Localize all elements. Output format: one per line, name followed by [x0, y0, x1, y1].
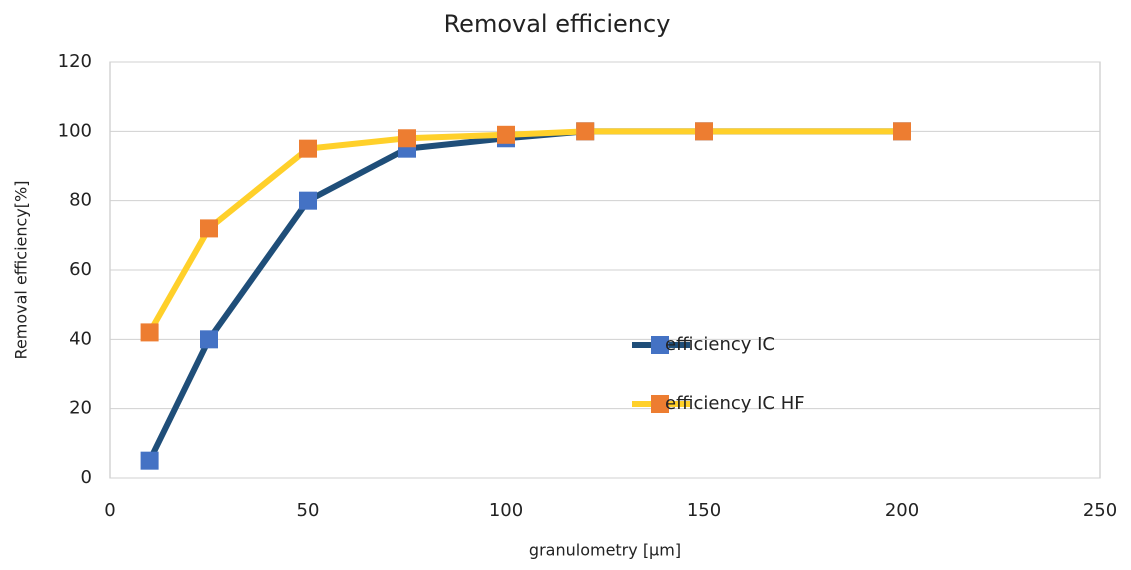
- y-tick-label: 40: [69, 328, 92, 349]
- legend-marker: [651, 336, 669, 354]
- marker: [140, 323, 159, 342]
- x-tick-label: 150: [687, 500, 721, 521]
- series-line: [146, 128, 902, 334]
- marker: [576, 122, 595, 141]
- marker: [299, 139, 317, 158]
- x-tick-label: 100: [489, 500, 523, 521]
- chart-title: Removal efficiency: [444, 10, 671, 38]
- marker: [140, 451, 159, 470]
- x-tick-label: 250: [1083, 500, 1117, 521]
- y-tick-label: 60: [69, 259, 92, 280]
- marker: [893, 122, 911, 141]
- y-tick-label: 20: [69, 398, 92, 419]
- marker: [497, 125, 515, 144]
- marker: [299, 191, 317, 210]
- marker: [200, 219, 218, 238]
- legend-marker: [651, 395, 669, 413]
- y-axis-label: Removal efficiency[%]: [12, 181, 31, 360]
- legend-label: efficiency IC HF: [665, 393, 805, 414]
- marker: [200, 330, 218, 349]
- x-tick-label: 200: [885, 500, 919, 521]
- y-tick-label: 100: [58, 120, 92, 141]
- x-axis-label: granulometry [µm]: [529, 541, 681, 560]
- marker: [695, 122, 713, 141]
- legend-label: efficiency IC: [665, 334, 775, 355]
- marker: [398, 129, 416, 148]
- x-tick-label: 50: [297, 500, 320, 521]
- x-tick-label: 0: [104, 500, 115, 521]
- y-tick-label: 0: [81, 467, 92, 488]
- y-tick-label: 80: [69, 190, 92, 211]
- y-tick-label: 120: [58, 51, 92, 72]
